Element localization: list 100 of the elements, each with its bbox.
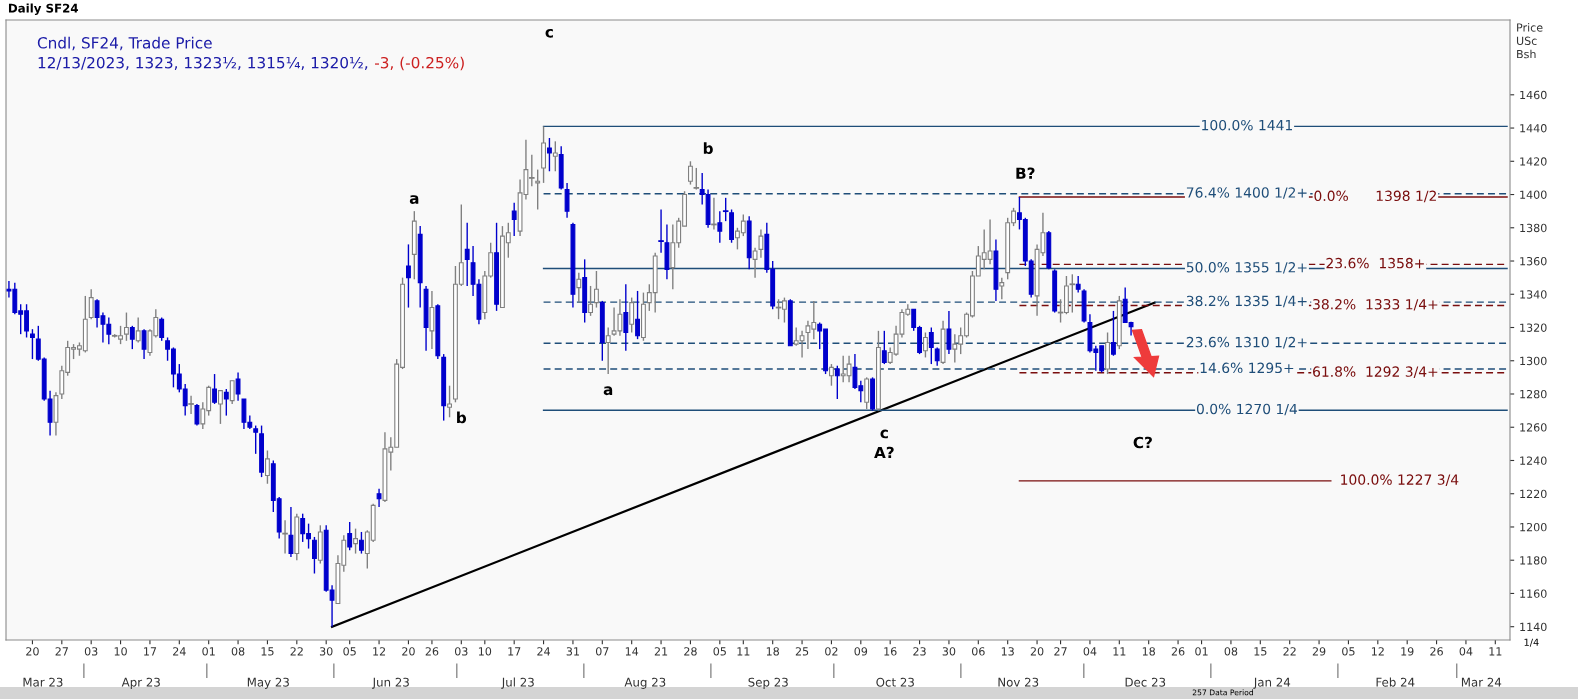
candlestick: [229, 380, 235, 405]
x2-tick-label: Sep 23: [748, 677, 788, 689]
y-tick-label: 1260: [1520, 423, 1547, 432]
x-tick-label: 15: [1254, 647, 1267, 656]
candlestick: [1111, 310, 1116, 357]
x-tick-label: 06: [971, 647, 985, 656]
candlestick: [429, 290, 435, 350]
x-tick-label: 05: [1342, 647, 1355, 656]
x-tick-label: 20: [1030, 647, 1044, 656]
series-label: 50.0% 1355 1/2+: [1186, 262, 1307, 274]
candlestick: [552, 140, 558, 172]
candlestick: [135, 316, 141, 344]
series-label: 23.6% 1310 1/2+: [1186, 336, 1307, 349]
candlestick: [928, 326, 934, 365]
y-tick-label: 1380: [1520, 223, 1547, 233]
x2-tick-label: Feb 24: [1376, 677, 1415, 687]
chart-title: Daily SF24: [8, 3, 79, 16]
x-tick-label: 10: [478, 647, 492, 656]
x-tick-label: 14: [625, 647, 639, 656]
candlestick: [834, 365, 840, 400]
candlestick: [864, 376, 870, 410]
candlestick: [447, 384, 452, 418]
candlestick: [934, 346, 940, 367]
candlestick: [623, 283, 629, 352]
x-tick-label: 11: [1113, 647, 1126, 656]
x-tick-label: 08: [231, 647, 245, 656]
x-tick-label: 22: [290, 647, 303, 656]
candlestick: [282, 519, 288, 555]
text: 1/4: [1524, 638, 1539, 647]
x2-tick-label: Jul 23: [501, 677, 534, 689]
candlestick: [159, 316, 165, 342]
candlestick: [218, 389, 223, 425]
series-label: 100.0% 1227 3/4: [1341, 474, 1459, 486]
candlestick: [594, 270, 599, 309]
x-tick-label: 10: [114, 647, 127, 656]
candlestick: [629, 296, 635, 334]
candlestick: [829, 363, 834, 387]
x-tick-label: 01: [202, 647, 215, 656]
candlestick: [223, 388, 229, 417]
series-label: 76.4% 1400 1/2+: [1186, 187, 1307, 199]
annotation: b: [703, 142, 713, 155]
x-tick-label: 31: [566, 647, 579, 656]
annotation: c: [545, 28, 553, 38]
x2-tick-label: May 23: [247, 677, 289, 689]
x-tick-label: 08: [1224, 647, 1238, 656]
y-tick-label: 1300: [1520, 356, 1547, 366]
candlestick: [588, 285, 593, 317]
x-tick-label: 22: [1283, 647, 1296, 656]
candlestick: [717, 210, 723, 244]
candlestick: [265, 449, 270, 485]
y-tick-label: 1160: [1520, 589, 1547, 598]
x-tick-label: 18: [1142, 647, 1155, 656]
annotation: c: [880, 429, 888, 439]
y-tick-label: 1280: [1520, 389, 1547, 399]
x-tick-label: 26: [1171, 647, 1185, 656]
x-tick-label: 17: [144, 647, 157, 656]
x-tick-label: 18: [766, 647, 779, 656]
y-tick-label: 1200: [1520, 522, 1547, 532]
x-tick-label: 05: [713, 647, 726, 656]
candlestick: [347, 521, 353, 551]
x-tick-label: 11: [737, 647, 750, 656]
series-label: 38.2% 1335 1/4+: [1186, 295, 1307, 308]
x-tick-label: 23: [913, 647, 926, 656]
x-tick-label: 16: [884, 647, 897, 656]
candlestick: [635, 290, 640, 340]
x2-tick-label: Dec 23: [1125, 677, 1166, 687]
x-tick-label: 19: [1401, 647, 1414, 656]
y-axis-title: Price USc Bsh: [1516, 23, 1543, 59]
candlestick: [129, 325, 135, 350]
y-tick-label: 1140: [1520, 622, 1547, 632]
x-tick-label: 30: [319, 647, 333, 656]
candlestick: [235, 371, 241, 402]
candlestick: [312, 536, 317, 575]
candlestick: [253, 424, 259, 455]
x-tick-label: 02: [825, 647, 838, 656]
x-tick-label: 17: [508, 647, 521, 656]
candlestick: [658, 208, 664, 254]
candlestick: [141, 328, 147, 360]
candlestick: [547, 137, 552, 172]
x-tick-label: 26: [1430, 647, 1443, 656]
series-label: 38.2% 1333 1/4+: [1313, 299, 1438, 311]
x-tick-label: 27: [55, 647, 68, 656]
series-label: 0.0% 1398 1/2: [1314, 190, 1436, 203]
y-tick-label: 1180: [1520, 556, 1547, 565]
x-tick-label: 01: [1195, 647, 1208, 656]
series-label: 14.6% 1295+: [1200, 362, 1294, 374]
candlestick: [124, 311, 129, 342]
x-tick-label: 27: [1054, 647, 1067, 656]
candlestick: [88, 288, 94, 320]
x-tick-label: 13: [1001, 647, 1014, 656]
x-tick-label: 04: [1459, 647, 1473, 656]
x2-tick-label: Aug 23: [624, 677, 666, 689]
candlestick: [881, 330, 887, 365]
candlestick: [194, 403, 200, 427]
annotation: 12/13/2023, 1323, 1323½, 1315¼, 1320½,: [38, 56, 368, 71]
y-tick-label: 1340: [1520, 290, 1547, 299]
annotation: A?: [874, 446, 894, 459]
candlestick: [999, 276, 1005, 300]
candlestick: [946, 310, 952, 355]
candlestick: [406, 243, 411, 309]
